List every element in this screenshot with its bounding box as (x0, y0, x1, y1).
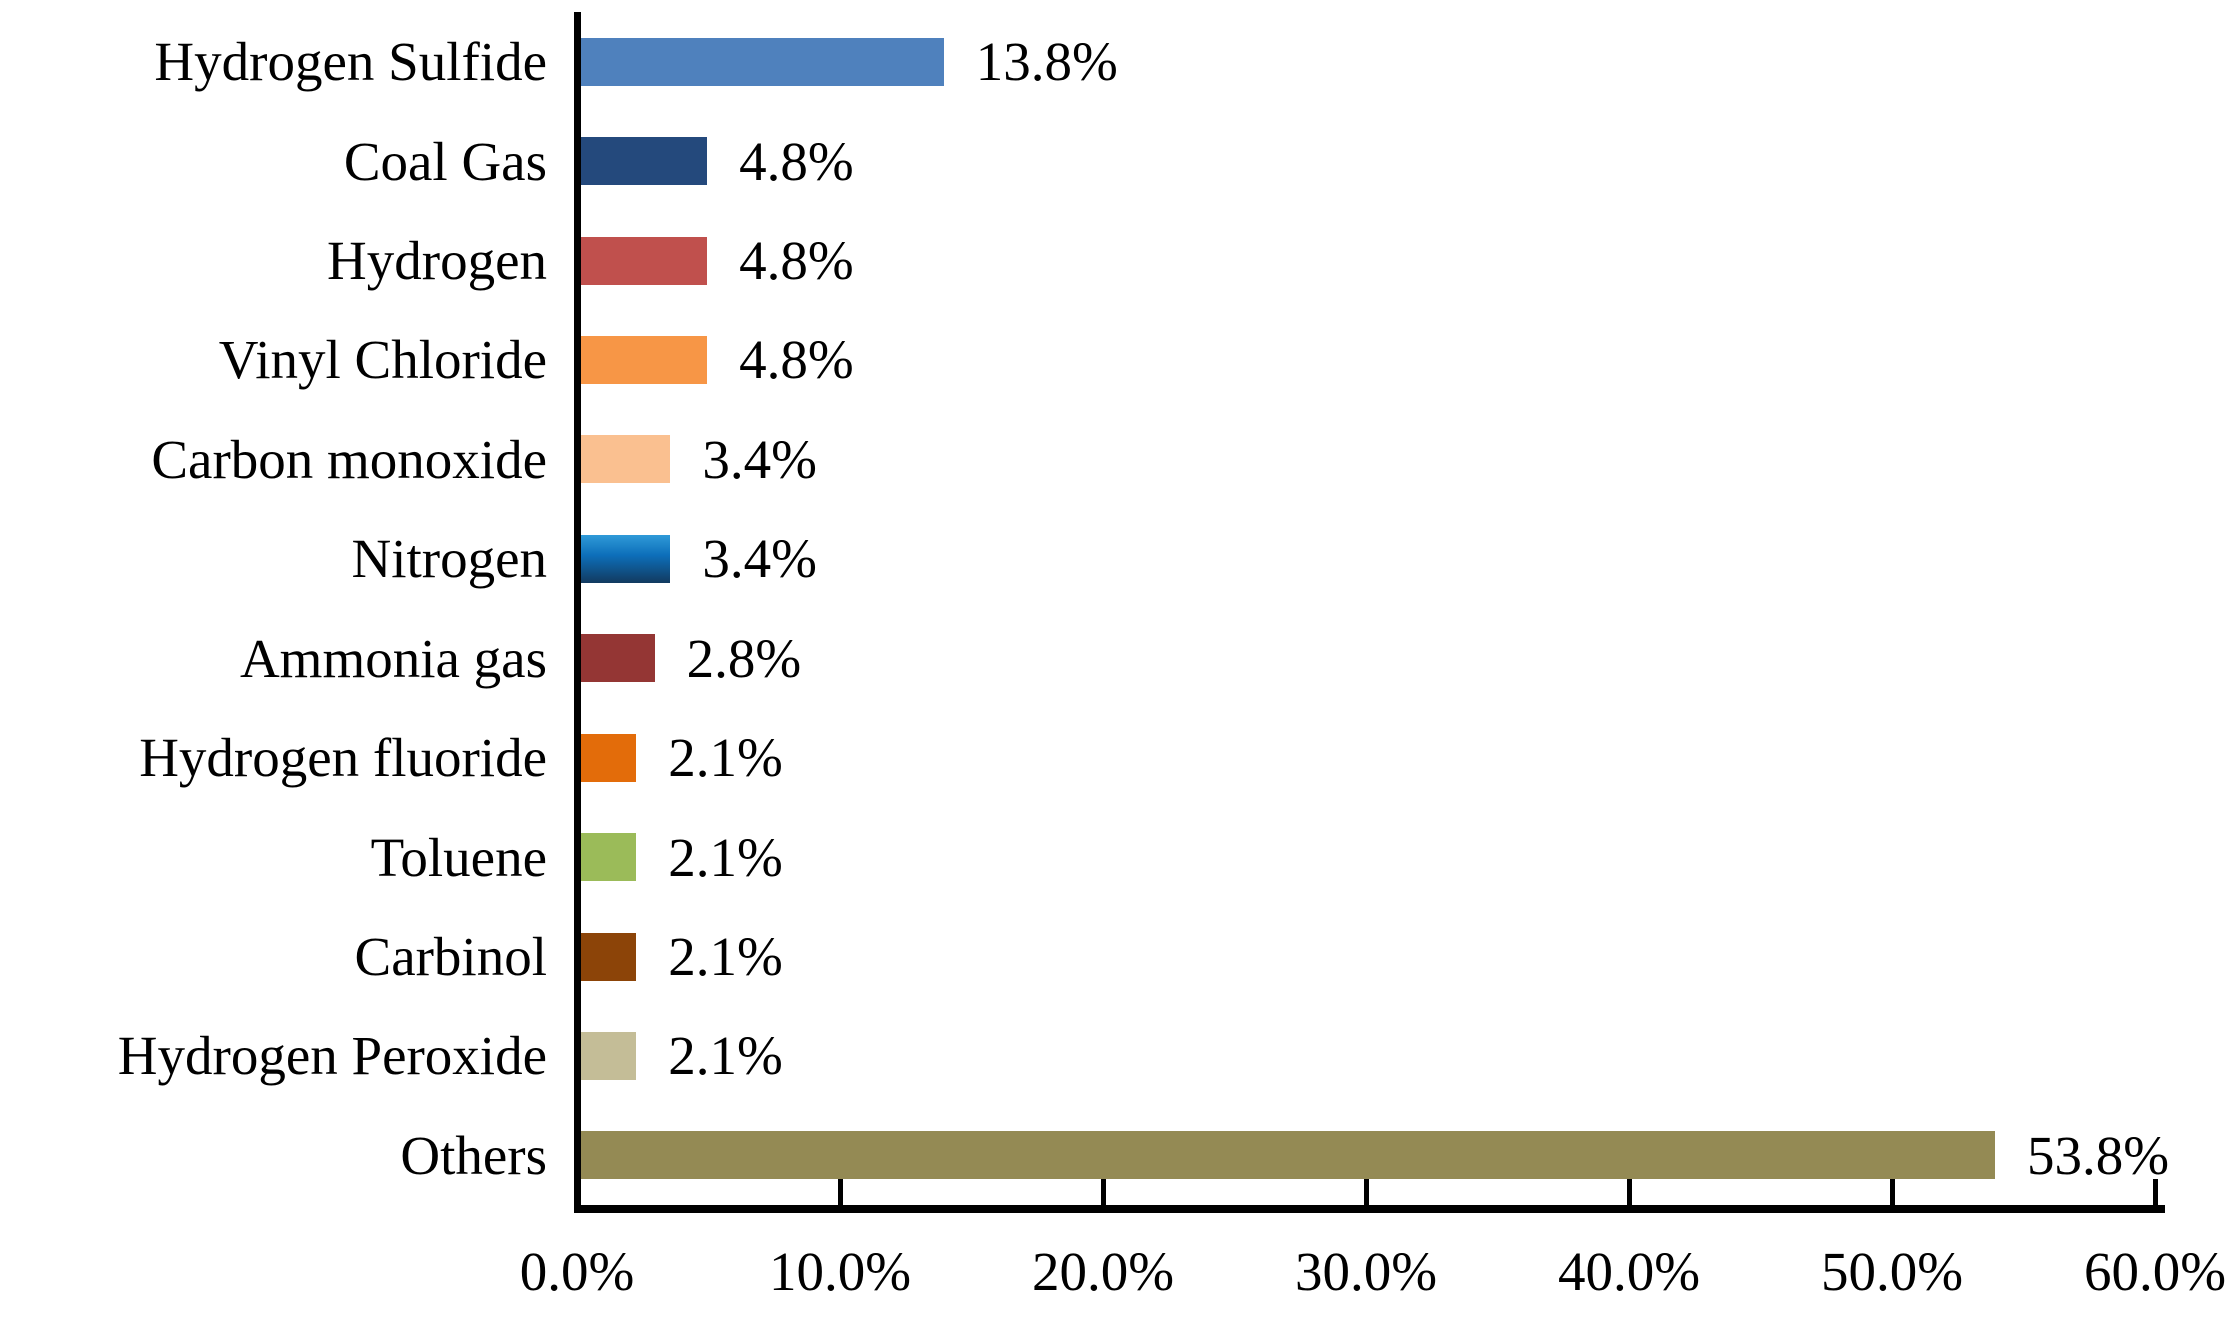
chart-row-hydrogen: Hydrogen 4.8% (0, 211, 2158, 310)
plot-area-row: 2.1% (581, 907, 2158, 1006)
bar-hydrogen-sulfide (581, 37, 944, 86)
category-label-nitrogen: Nitrogen (351, 528, 547, 590)
value-label-hydrogen: 4.8% (739, 230, 854, 292)
x-axis-tick-30.0% (1364, 1179, 1369, 1205)
x-axis-tick-label-10.0%: 10.0% (768, 1241, 912, 1302)
bar-carbon-monoxide (581, 435, 671, 484)
plot-area-row: 4.8% (581, 111, 2158, 210)
x-axis-tick-label-60.0%: 60.0% (2083, 1241, 2227, 1302)
bar-vinyl-chloride (581, 335, 708, 384)
x-axis-tick-label-40.0%: 40.0% (1557, 1241, 1701, 1302)
bar-toluene (581, 833, 637, 882)
plot-area-row: 53.8% (581, 1106, 2169, 1205)
category-label-carbinol: Carbinol (354, 926, 547, 987)
category-label-ammonia-gas: Ammonia gas (239, 627, 547, 689)
category-label-hydrogen-fluoride: Hydrogen fluoride (139, 727, 547, 789)
bar-others (581, 1131, 1996, 1180)
chart-row-hydrogen-sulfide: Hydrogen Sulfide 13.8% (0, 12, 2158, 111)
value-label-hydrogen-peroxide: 2.1% (668, 1025, 783, 1087)
value-label-carbinol: 2.1% (668, 926, 783, 987)
plot-area-row: 3.4% (581, 410, 2158, 509)
chart-row-toluene: Toluene 2.1% (0, 807, 2158, 906)
plot-area-row: 2.8% (581, 609, 2158, 708)
value-label-vinyl-chloride: 4.8% (739, 329, 854, 391)
chart-row-hydrogen-peroxide: Hydrogen Peroxide 2.1% (0, 1006, 2158, 1105)
x-axis-tick-10.0% (838, 1179, 843, 1205)
chart-rows: Hydrogen Sulfide 13.8% Coal Gas 4.8% Hydroge… (0, 12, 2169, 1205)
category-label-hydrogen: Hydrogen (327, 230, 547, 292)
category-label-hydrogen-peroxide: Hydrogen Peroxide (117, 1025, 547, 1087)
value-label-toluene: 2.1% (668, 826, 783, 888)
category-label-carbon-monoxide: Carbon monoxide (151, 428, 547, 490)
x-axis-tick-60.0% (2153, 1179, 2158, 1205)
x-axis-line (574, 1205, 2165, 1213)
x-axis-tick-20.0% (1101, 1179, 1106, 1205)
chart-row-carbinol: Carbinol 2.1% (0, 907, 2158, 1006)
category-label-vinyl-chloride: Vinyl Chloride (218, 329, 547, 391)
value-label-coal-gas: 4.8% (739, 130, 854, 192)
x-axis-tick-label-30.0%: 30.0% (1294, 1241, 1438, 1302)
category-label-hydrogen-sulfide: Hydrogen Sulfide (154, 31, 547, 93)
bar-ammonia-gas (581, 634, 655, 683)
value-label-hydrogen-sulfide: 13.8% (975, 31, 1118, 93)
value-label-others: 53.8% (2027, 1124, 2170, 1186)
bar-coal-gas (581, 137, 708, 186)
category-label-toluene: Toluene (370, 826, 547, 888)
x-axis-tick-label-20.0%: 20.0% (1031, 1241, 1175, 1302)
x-axis-tick-label-0.0%: 0.0% (519, 1241, 635, 1302)
plot-area-row: 2.1% (581, 708, 2158, 807)
category-label-others: Others (400, 1124, 547, 1186)
chart-row-hydrogen-fluoride: Hydrogen fluoride 2.1% (0, 708, 2158, 807)
plot-area-row: 4.8% (581, 211, 2158, 310)
value-label-hydrogen-fluoride: 2.1% (668, 727, 783, 789)
bar-hydrogen-fluoride (581, 733, 637, 782)
chart-row-coal-gas: Coal Gas 4.8% (0, 111, 2158, 210)
chart-row-nitrogen: Nitrogen 3.4% (0, 509, 2158, 608)
plot-area-row: 4.8% (581, 310, 2158, 409)
chart-row-carbon-monoxide: Carbon monoxide 3.4% (0, 410, 2158, 509)
chart-row-ammonia-gas: Ammonia gas 2.8% (0, 609, 2158, 708)
value-label-carbon-monoxide: 3.4% (702, 428, 817, 490)
x-axis-tick-label-50.0%: 50.0% (1820, 1241, 1964, 1302)
value-label-nitrogen: 3.4% (702, 528, 817, 590)
bar-hydrogen-peroxide (581, 1031, 637, 1080)
plot-area-row: 13.8% (581, 12, 2158, 111)
x-axis-tick-40.0% (1627, 1179, 1632, 1205)
category-label-coal-gas: Coal Gas (343, 130, 547, 192)
bar-nitrogen (581, 534, 671, 583)
bar-hydrogen (581, 236, 708, 285)
value-label-ammonia-gas: 2.8% (686, 627, 802, 689)
bar-carbinol (581, 932, 637, 981)
plot-area-row: 3.4% (581, 509, 2158, 608)
plot-area-row: 2.1% (581, 807, 2158, 906)
chart-row-others: Others 53.8% (0, 1106, 2169, 1205)
x-axis-tick-50.0% (1890, 1179, 1895, 1205)
plot-area-row: 2.1% (581, 1006, 2158, 1105)
y-axis-line (574, 12, 581, 1213)
chart-row-vinyl-chloride: Vinyl Chloride 4.8% (0, 310, 2158, 409)
